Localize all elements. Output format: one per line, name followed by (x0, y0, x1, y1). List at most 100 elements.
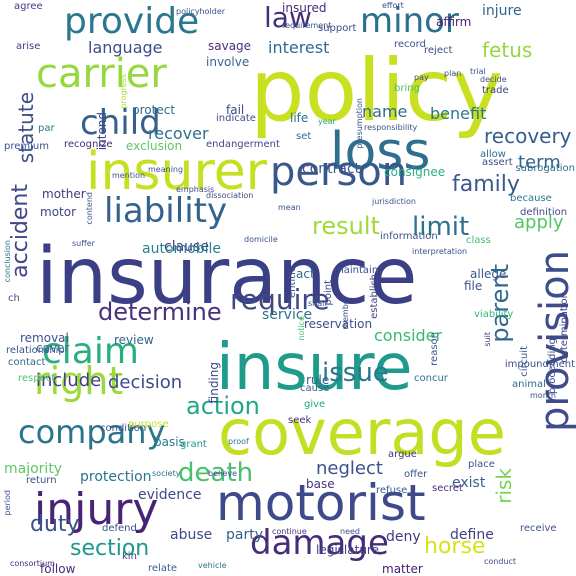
word-loss: loss (330, 122, 431, 182)
word-benefit: benefit (430, 104, 487, 123)
word-offer: offer (404, 469, 428, 480)
word-involve: involve (206, 55, 250, 69)
word-contend: contend (85, 192, 94, 225)
word-abuse: abuse (170, 527, 213, 543)
word-term: term (518, 152, 561, 173)
word-member: member (341, 296, 350, 330)
word-emphasis: emphasis (176, 185, 215, 194)
word-conclusion: conclusion (3, 240, 12, 283)
word-conduct: conduct (484, 557, 517, 566)
word-liability: liability (104, 191, 228, 231)
word-suffer: suffer (72, 239, 95, 248)
word-cover: cover (36, 341, 70, 355)
word-exclusion: exclusion (126, 139, 183, 153)
word-protection: protection (80, 469, 152, 485)
word-person: person (270, 149, 408, 195)
word-reject: reject (424, 45, 453, 56)
word-animal: animal (512, 379, 546, 390)
word-legislature: legislature (316, 543, 379, 557)
word-period: period (3, 490, 12, 516)
word-insurance: insurance (36, 232, 418, 322)
word-policy: policy (250, 41, 504, 141)
word-relationship: relationship (6, 345, 65, 356)
word-statute: statute (14, 92, 38, 164)
word-majority: majority (4, 461, 63, 477)
word-information: information (380, 231, 438, 242)
word-argue: argue (388, 449, 417, 460)
word-fail: fail (226, 103, 245, 117)
word-record: record (394, 39, 426, 50)
word-impoundment: impoundment (504, 359, 575, 370)
word-maintain: maintain (334, 265, 379, 276)
word-review: review (114, 333, 154, 347)
word-require: require (230, 283, 330, 316)
word-proof: proof (228, 437, 249, 446)
word-action: action (186, 392, 260, 420)
word-file: file (464, 279, 483, 293)
word-duty: duty (30, 512, 80, 537)
word-assert: assert (482, 157, 513, 168)
word-follow: follow (40, 562, 76, 576)
word-allege: allege (470, 267, 507, 281)
word-protect: protect (132, 103, 176, 117)
word-insure: insure (216, 331, 413, 405)
word-month: month (530, 391, 556, 400)
word-consider: consider (374, 326, 443, 345)
word-injure: injure (482, 3, 522, 19)
word-coverage: coverage (218, 396, 506, 469)
word-accident: accident (8, 184, 33, 278)
word-defend: defend (102, 523, 137, 534)
word-par: par (38, 123, 55, 134)
word-removal: removal (20, 331, 69, 345)
word-continue: continue (272, 527, 307, 536)
word-indicate: indicate (216, 113, 256, 124)
word-risk: risk (492, 468, 516, 504)
word-cause: cause (300, 383, 330, 394)
word-life: life (290, 111, 309, 125)
word-death: death (178, 458, 254, 488)
word-meaning: meaning (148, 165, 184, 174)
word-damage: damage (250, 523, 389, 563)
word-plan: plan (444, 69, 462, 78)
word-deny: deny (386, 529, 421, 545)
word-contact: contact (8, 357, 46, 368)
word-policyholder: policyholder (176, 7, 226, 16)
word-determination: determination (559, 292, 570, 363)
word-trial: trial (470, 67, 486, 76)
word-receive: receive (520, 523, 557, 534)
word-dissociation: dissociation (206, 191, 254, 200)
word-language: language (88, 38, 163, 57)
word-interest: interest (268, 38, 330, 57)
word-limit: limit (412, 212, 470, 242)
word-mean: mean (278, 203, 301, 212)
word-consortium: consortium (10, 559, 55, 568)
word-responsibility: responsibility (364, 123, 418, 132)
word-provide: provide (64, 1, 200, 42)
word-recover: recover (148, 124, 209, 143)
word-recognize: recognize (64, 139, 113, 150)
word-base: base (306, 477, 335, 491)
word-rule: rule (306, 373, 330, 387)
word-reservation: reservation (304, 317, 373, 331)
word-contract: contract (302, 161, 361, 177)
word-basis: basis (154, 435, 185, 449)
word-arise: arise (16, 41, 41, 52)
word-pay: pay (414, 73, 429, 82)
word-believe: believe (208, 469, 238, 478)
word-set: set (296, 131, 312, 142)
word-premium: premium (4, 141, 49, 152)
word-grant: grant (180, 439, 207, 450)
word-progress: progress (119, 74, 128, 109)
word-interpretation: interpretation (412, 247, 468, 256)
word-recovery: recovery (484, 124, 572, 148)
word-entitle: entitle (287, 266, 298, 299)
word-need: need (340, 527, 360, 536)
word-matter: matter (382, 562, 423, 576)
word-company: company (18, 413, 166, 451)
word-neglect: neglect (316, 458, 383, 479)
word-kin: kin (122, 551, 137, 562)
word-right: right (34, 359, 124, 403)
word-decide: decide (480, 75, 507, 84)
word-define: define (450, 527, 494, 543)
word-apply: apply (514, 212, 564, 233)
